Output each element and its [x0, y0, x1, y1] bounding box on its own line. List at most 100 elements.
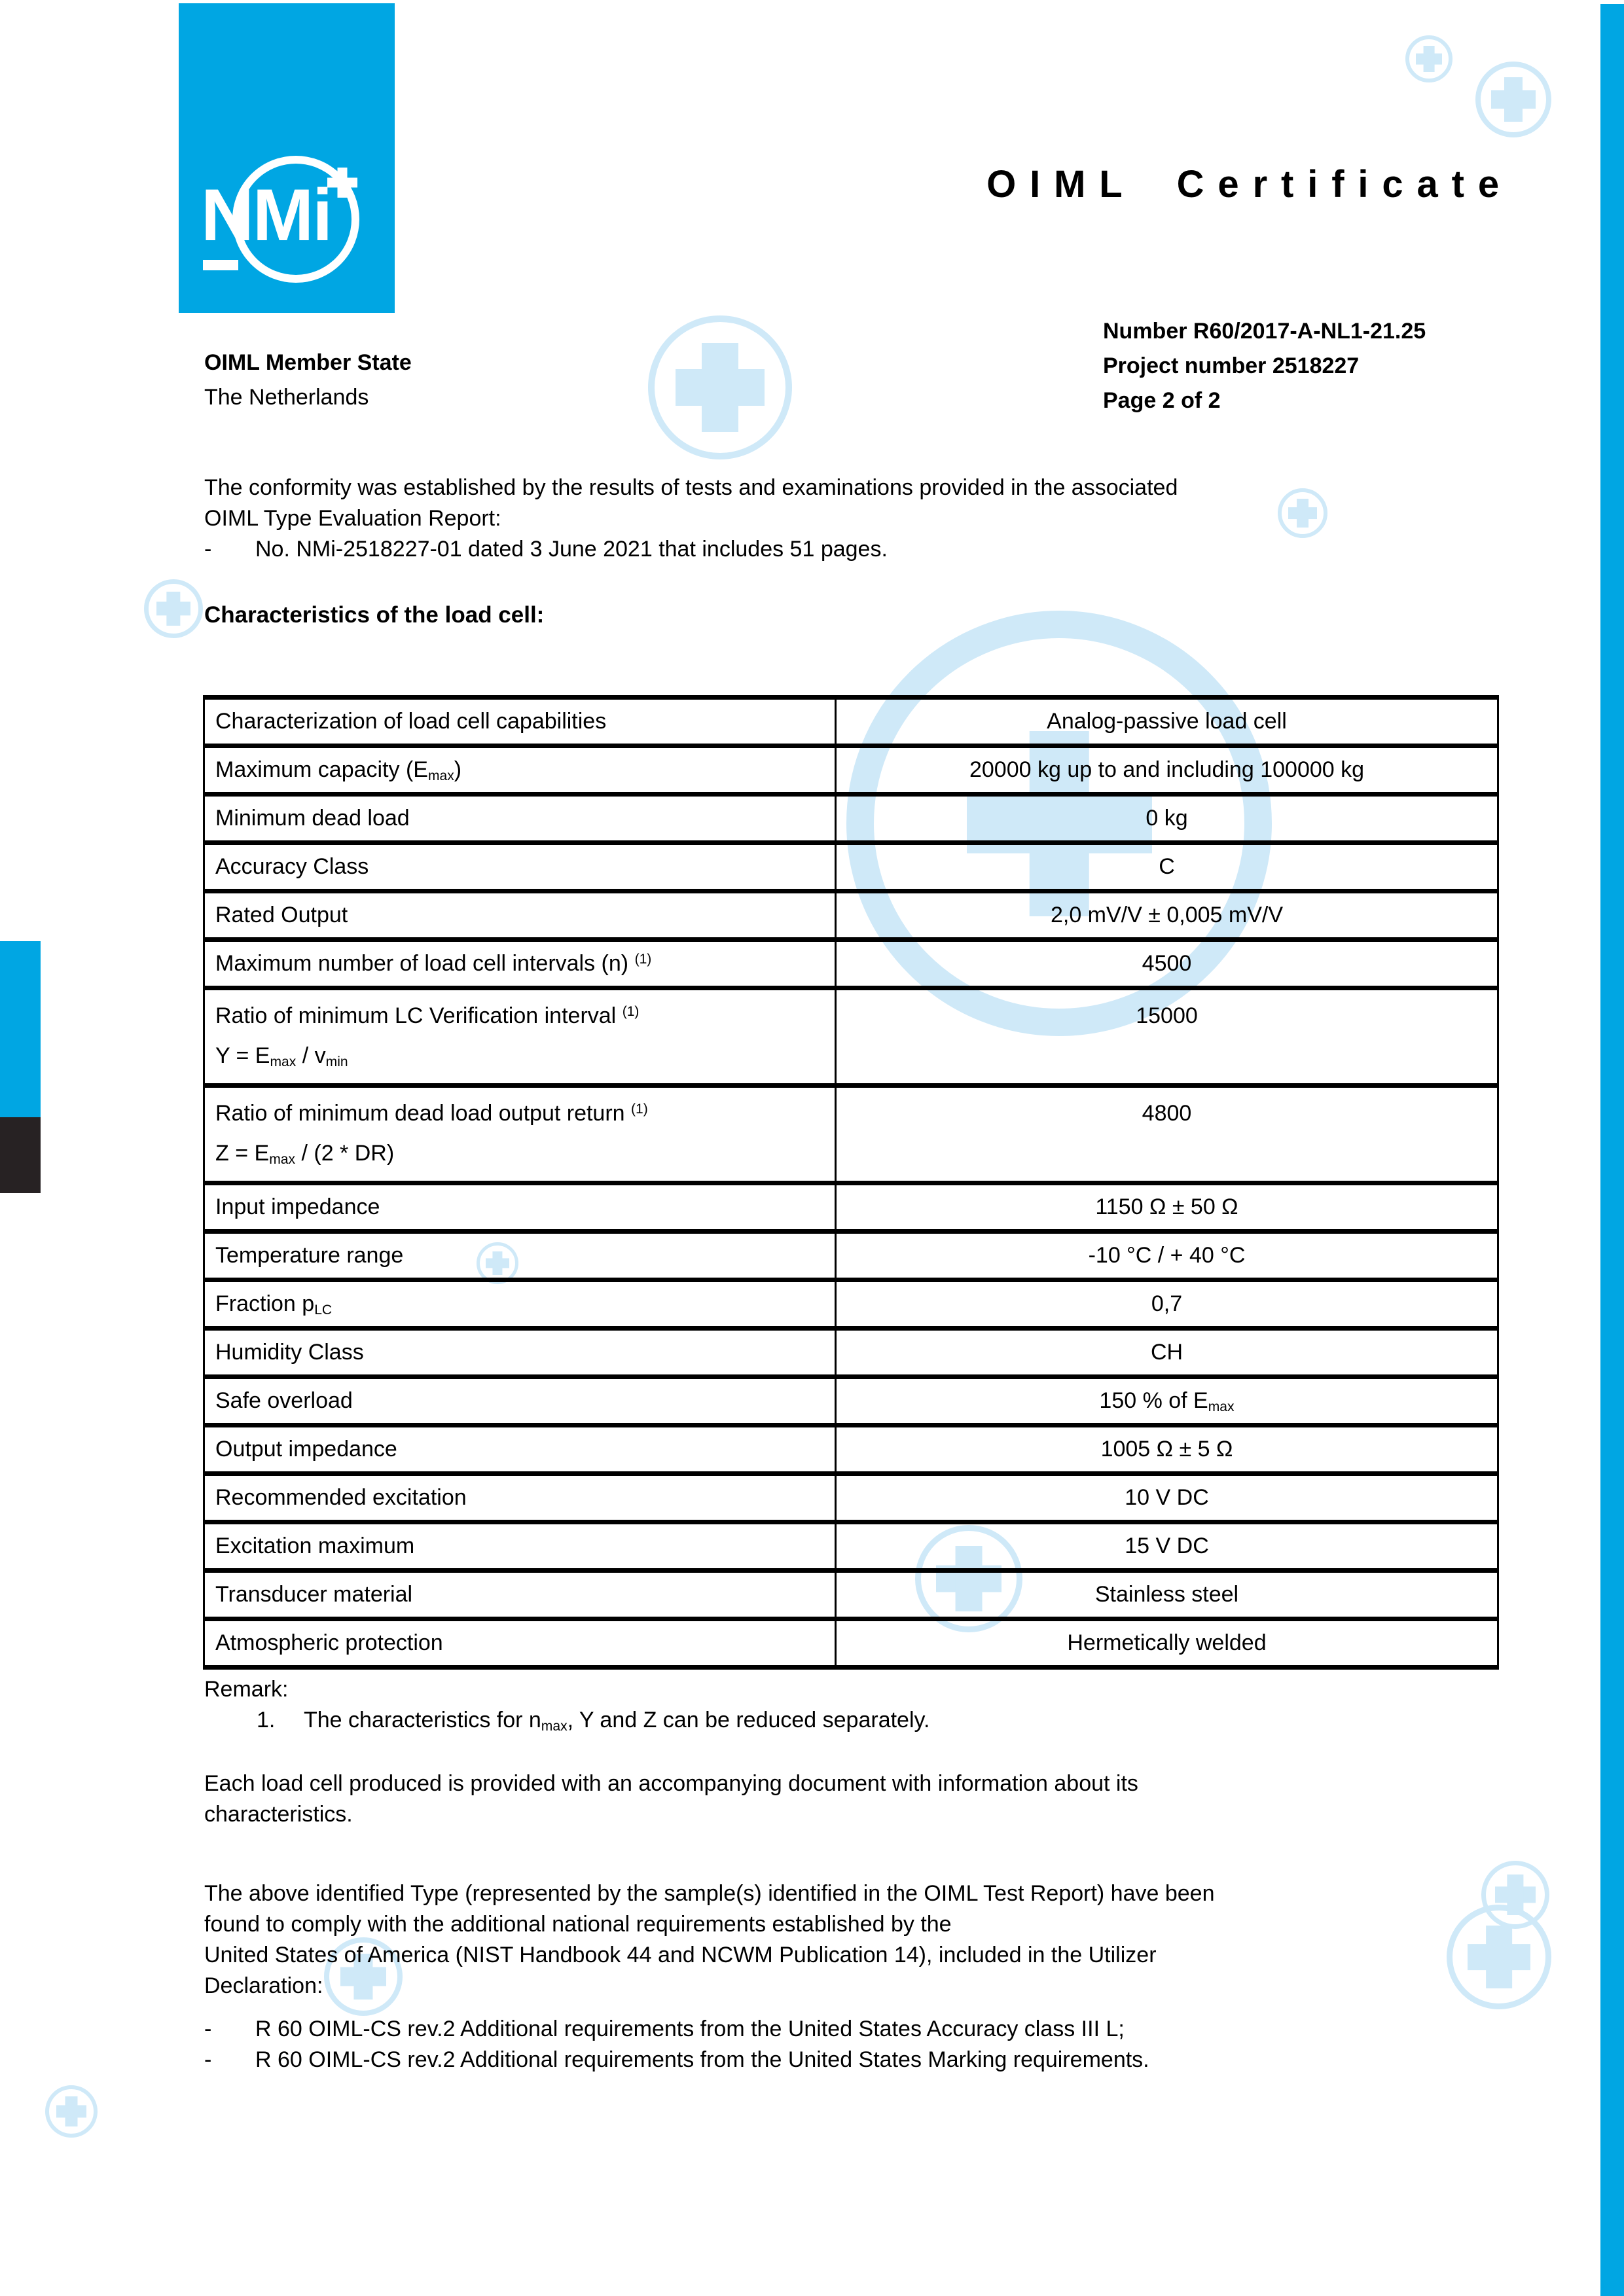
- row-label: Characterization of load cell capabiliti…: [203, 695, 837, 748]
- row-value: C: [835, 840, 1499, 893]
- member-state-label: OIML Member State: [204, 350, 412, 375]
- row-value: 20000 kg up to and including 100000 kg: [835, 744, 1499, 797]
- certificate-meta: Number R60/2017-A-NL1-21.25 Project numb…: [1103, 314, 1426, 418]
- characteristics-table-wrap: Characterization of load cell capabiliti…: [203, 695, 1499, 1670]
- logo-underscore-mark: [203, 260, 238, 270]
- report-bullet: - No. NMi-2518227-01 dated 3 June 2021 t…: [204, 534, 1507, 565]
- row-label: Accuracy Class: [203, 840, 837, 893]
- row-value: 4800: [835, 1083, 1499, 1185]
- declaration-bullet-text: R 60 OIML-CS rev.2 Additional requiremen…: [255, 2047, 1149, 2072]
- table-row: Input impedance 1150 Ω ± 50 Ω: [203, 1181, 1499, 1234]
- table-row: Safe overload 150 % of Emax: [203, 1374, 1499, 1427]
- table-row: Transducer material Stainless steel: [203, 1568, 1499, 1621]
- lower-text-block: Remark: 1. The characteristics for nmax,…: [204, 1674, 1507, 2075]
- declaration-bullet-text: R 60 OIML-CS rev.2 Additional requiremen…: [255, 2017, 1125, 2041]
- declaration-bullet: - R 60 OIML-CS rev.2 Additional requireme…: [204, 2045, 1507, 2075]
- logo-plus-icon: [327, 168, 357, 198]
- row-label: Minimum dead load: [203, 792, 837, 845]
- row-value: 1150 Ω ± 50 Ω: [835, 1181, 1499, 1234]
- row-value: Hermetically welded: [835, 1617, 1499, 1670]
- row-label: Fraction pLC: [203, 1278, 837, 1331]
- plus-circle-watermark-icon: [324, 1937, 403, 2016]
- conformity-paragraph: The conformity was established by the re…: [204, 473, 1507, 565]
- row-label: Rated Output: [203, 889, 837, 942]
- bullet-dash: -: [204, 2017, 212, 2041]
- table-row: Fraction pLC 0,7: [203, 1278, 1499, 1331]
- row-value: CH: [835, 1326, 1499, 1379]
- characteristics-heading: Characteristics of the load cell:: [204, 602, 545, 628]
- row-label: Excitation maximum: [203, 1520, 837, 1573]
- row-value: 15 V DC: [835, 1520, 1499, 1573]
- row-label: Input impedance: [203, 1181, 837, 1234]
- row-label: Ratio of minimum dead load output return…: [203, 1083, 837, 1185]
- row-value: 0,7: [835, 1278, 1499, 1331]
- remark-item-number: 1.: [257, 1708, 276, 1732]
- nmi-logo: NMi: [179, 3, 395, 313]
- right-edge-accent-bar: [1600, 4, 1624, 2296]
- table-row: Ratio of minimum LC Verification interva…: [203, 986, 1499, 1088]
- remark-item: 1. The characteristics for nmax, Y and Z…: [257, 1705, 1507, 1736]
- member-state-block: OIML Member State The Netherlands: [204, 346, 412, 415]
- bullet-dash: -: [204, 537, 212, 562]
- characteristics-table: Characterization of load cell capabiliti…: [203, 695, 1499, 1670]
- remark-item-text: The characteristics for nmax, Y and Z ca…: [304, 1708, 930, 1734]
- row-value: 10 V DC: [835, 1471, 1499, 1524]
- row-label: Transducer material: [203, 1568, 837, 1621]
- row-value: 0 kg: [835, 792, 1499, 845]
- report-bullet-text: No. NMi-2518227-01 dated 3 June 2021 tha…: [255, 537, 888, 562]
- row-label: Safe overload: [203, 1374, 837, 1427]
- project-number: Project number 2518227: [1103, 353, 1360, 378]
- table-row: Rated Output 2,0 mV/V ± 0,005 mV/V: [203, 889, 1499, 942]
- accompanying-document-paragraph: Each load cell produced is provided with…: [204, 1771, 1138, 1827]
- declaration-bullet: - R 60 OIML-CS rev.2 Additional requireme…: [204, 2014, 1507, 2045]
- row-label: Atmospheric protection: [203, 1617, 837, 1670]
- declaration-paragraph: The above identified Type (represented b…: [204, 1881, 1215, 1998]
- table-row: Maximum capacity (Emax) 20000 kg up to an…: [203, 744, 1499, 797]
- row-label: Temperature range: [203, 1229, 837, 1282]
- table-row: Recommended excitation 10 V DC: [203, 1471, 1499, 1524]
- row-value: 150 % of Emax: [835, 1374, 1499, 1427]
- table-row: Atmospheric protection Hermetically welde…: [203, 1617, 1499, 1670]
- left-edge-cyan-bar: [0, 941, 41, 1117]
- table-row: Maximum number of load cell intervals (n…: [203, 937, 1499, 990]
- plus-circle-watermark-icon: [1475, 62, 1551, 137]
- page-indicator: Page 2 of 2: [1103, 388, 1221, 413]
- left-edge-dark-bar: [0, 1117, 41, 1193]
- page-title: OIML Certificate: [986, 163, 1513, 206]
- table-row: Temperature range -10 °C / + 40 °C: [203, 1229, 1499, 1282]
- plus-circle-watermark-icon: [1278, 488, 1327, 538]
- row-value: Stainless steel: [835, 1568, 1499, 1621]
- row-label: Recommended excitation: [203, 1471, 837, 1524]
- plus-circle-watermark-icon: [45, 2085, 98, 2138]
- plus-circle-watermark-icon: [1481, 1861, 1549, 1929]
- row-label: Maximum capacity (Emax): [203, 744, 837, 797]
- row-value: 15000: [835, 986, 1499, 1088]
- declaration-bullets: - R 60 OIML-CS rev.2 Additional requireme…: [204, 2014, 1507, 2075]
- row-value: Analog-passive load cell: [835, 695, 1499, 748]
- plus-circle-watermark-icon: [648, 315, 792, 459]
- row-label: Maximum number of load cell intervals (n…: [203, 937, 837, 990]
- row-label: Output impedance: [203, 1423, 837, 1476]
- member-state-value: The Netherlands: [204, 385, 369, 410]
- row-label: Humidity Class: [203, 1326, 837, 1379]
- table-row: Ratio of minimum dead load output return…: [203, 1083, 1499, 1185]
- plus-circle-watermark-icon: [1405, 35, 1453, 82]
- row-value: 1005 Ω ± 5 Ω: [835, 1423, 1499, 1476]
- row-value: 4500: [835, 937, 1499, 990]
- table-row: Humidity Class CH: [203, 1326, 1499, 1379]
- row-label: Ratio of minimum LC Verification interva…: [203, 986, 837, 1088]
- plus-circle-watermark-icon: [144, 579, 203, 638]
- table-row: Minimum dead load 0 kg: [203, 792, 1499, 845]
- logo-wordmark: NMi: [201, 174, 333, 256]
- table-row: Accuracy Class C: [203, 840, 1499, 893]
- row-value: 2,0 mV/V ± 0,005 mV/V: [835, 889, 1499, 942]
- conformity-text: The conformity was established by the re…: [204, 475, 1178, 531]
- characteristics-table-body: Characterization of load cell capabiliti…: [203, 695, 1499, 1670]
- bullet-dash: -: [204, 2047, 212, 2072]
- certificate-number: Number R60/2017-A-NL1-21.25: [1103, 319, 1426, 344]
- table-row: Characterization of load cell capabiliti…: [203, 695, 1499, 748]
- table-row: Excitation maximum 15 V DC: [203, 1520, 1499, 1573]
- remark-heading: Remark:: [204, 1677, 289, 1702]
- row-value: -10 °C / + 40 °C: [835, 1229, 1499, 1282]
